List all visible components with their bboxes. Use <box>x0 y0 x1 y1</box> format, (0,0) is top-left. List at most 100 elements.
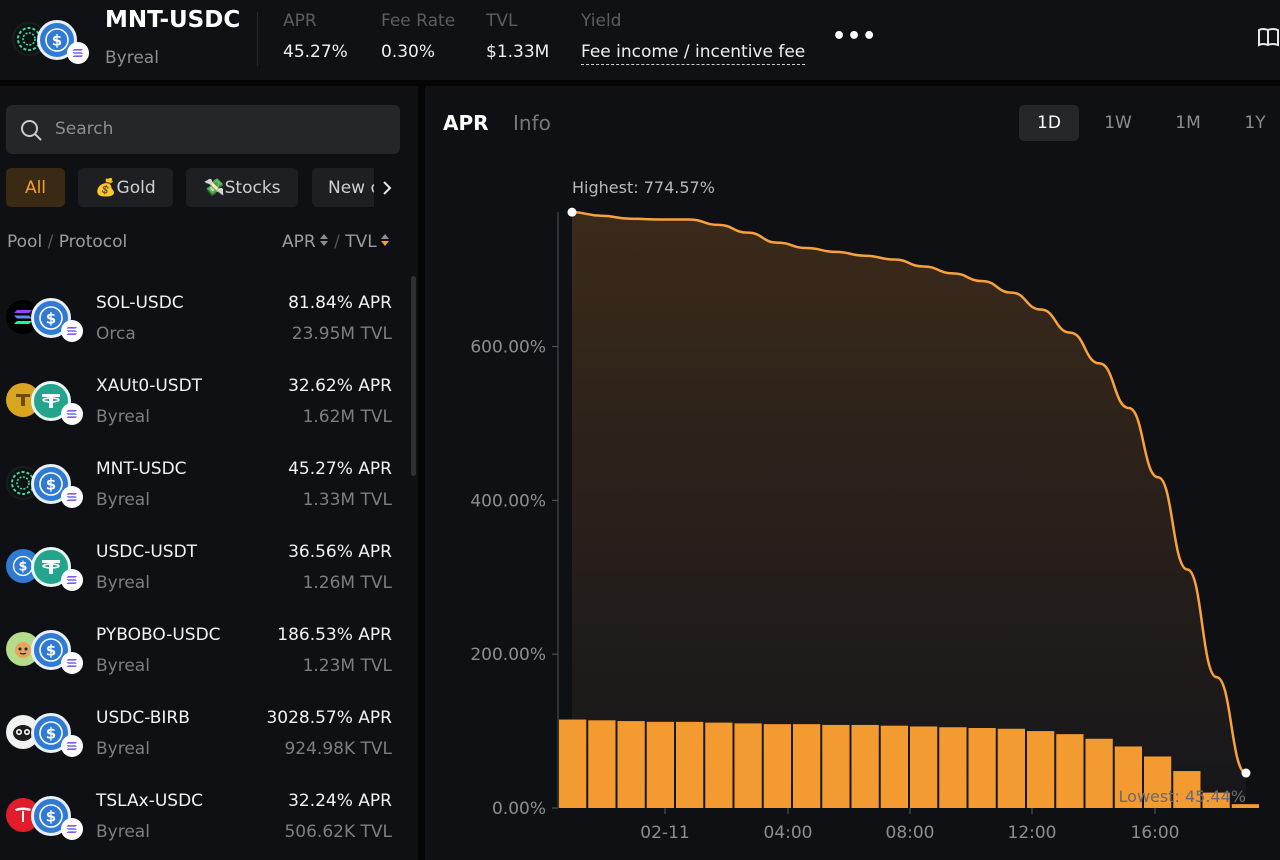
pool-logos: $ <box>6 713 86 757</box>
column-protocol[interactable]: Protocol <box>58 232 128 252</box>
yield-link[interactable]: Fee income / incentive fee <box>581 42 806 65</box>
apr-bar <box>851 724 879 808</box>
range-1m[interactable]: 1M <box>1175 113 1201 133</box>
pool-row-sol-usdc[interactable]: $ SOL-USDC Orca 81.84% APR 23.95M TVL <box>0 286 410 369</box>
yield-label: Yield <box>581 11 622 31</box>
svg-text:$: $ <box>19 560 28 575</box>
column-separator: / <box>47 232 54 252</box>
pool-name: MNT-USDC <box>96 459 187 479</box>
filter-gold[interactable]: 💰Gold <box>78 168 173 207</box>
pool-name: SOL-USDC <box>96 293 184 313</box>
apr-chart[interactable]: 0.00% 200.00% 400.00% 600.00% 02-11 04:00 08:… <box>425 86 1280 860</box>
pool-logos <box>6 381 86 425</box>
apr-line-path <box>571 210 1247 775</box>
apr-bar <box>1144 756 1172 808</box>
filter-stocks[interactable]: 💸Stocks <box>186 168 298 207</box>
svg-text:$: $ <box>46 808 56 826</box>
y-axis: 0.00% 200.00% 400.00% 600.00% <box>470 211 559 819</box>
solana-icon <box>61 486 83 508</box>
pool-logos: $ <box>6 298 86 342</box>
pool-row-usdc-usdt[interactable]: $ USDC-USDT Byreal 36.56% APR 1.26M TVL <box>0 535 410 618</box>
tab-info[interactable]: Info <box>513 111 551 135</box>
pool-row-tslax-usdc[interactable]: $ TSLAx-USDC Byreal 32.24% APR 506.62K T… <box>0 784 410 860</box>
pool-tvl: 1.23M TVL <box>302 656 392 676</box>
range-1d[interactable]: 1D <box>1019 105 1079 141</box>
pool-protocol: Byreal <box>96 490 150 510</box>
pool-row-usdc-birb[interactable]: $ USDC-BIRB Byreal 3028.57% APR 924.98K … <box>0 701 410 784</box>
apr-bar <box>1027 731 1055 808</box>
pool-name: XAUt0-USDT <box>96 376 203 396</box>
apr-line <box>567 207 1251 778</box>
x-tick-label: 16:00 <box>1131 823 1180 843</box>
apr-bar <box>968 728 996 808</box>
solana-icon <box>61 818 83 840</box>
more-icon[interactable]: ••• <box>832 24 878 49</box>
pool-protocol: Byreal <box>96 573 150 593</box>
svg-text:$: $ <box>46 642 56 660</box>
pool-name: USDC-USDT <box>96 542 198 562</box>
range-1w[interactable]: 1W <box>1104 113 1132 133</box>
apr-bar <box>617 721 645 808</box>
pair-logos: $ <box>12 20 92 64</box>
svg-text:$: $ <box>52 32 62 50</box>
x-tick-label: 04:00 <box>764 823 813 843</box>
pool-list-panel: Search All 💰Gold 💸Stocks New c Pool / Pr… <box>0 86 418 860</box>
solana-icon <box>61 320 83 342</box>
pool-tvl: 506.62K TVL <box>284 822 392 842</box>
pool-name: PYBOBO-USDC <box>96 625 221 645</box>
pool-apr: 3028.57% APR <box>266 708 392 728</box>
x-tick-label: 12:00 <box>1008 823 1057 843</box>
svg-text:$: $ <box>46 725 56 743</box>
apr-bar <box>588 720 616 808</box>
column-pool[interactable]: Pool <box>7 232 43 252</box>
pool-protocol: Byreal <box>96 407 150 427</box>
pool-protocol: Byreal <box>96 656 150 676</box>
tab-apr[interactable]: APR <box>443 111 489 135</box>
sort-tvl[interactable]: TVL <box>345 232 377 252</box>
tvl-label: TVL <box>486 11 518 31</box>
highest-label: Highest: 774.57% <box>572 178 715 197</box>
column-separator: / <box>334 232 340 252</box>
apr-bar <box>705 722 733 808</box>
pool-header: $ MNT-USDC Byreal APR 45.27% Fee Rate 0.… <box>0 0 1280 80</box>
pool-row-xaut0-usdt[interactable]: XAUt0-USDT Byreal 32.62% APR 1.62M TVL <box>0 369 410 452</box>
pool-list-scrollbar[interactable] <box>411 276 416 476</box>
apr-bar <box>763 724 791 808</box>
y-tick-label: 0.00% <box>492 799 546 819</box>
solana-icon <box>61 652 83 674</box>
y-tick-label: 200.00% <box>470 645 546 665</box>
tvl-value: $1.33M <box>486 42 550 62</box>
apr-bar <box>1085 738 1113 808</box>
header-divider <box>257 12 258 66</box>
apr-label: APR <box>283 11 317 31</box>
pool-logos: $ <box>6 464 86 508</box>
lowest-label: Lowest: 45.44% <box>1119 787 1246 806</box>
solana-icon <box>61 403 83 425</box>
pool-logos: $ <box>6 547 86 591</box>
chart-annotations: Highest: 774.57% Lowest: 45.44% <box>572 178 1246 806</box>
pool-apr: 186.53% APR <box>277 625 392 645</box>
search-placeholder: Search <box>55 119 114 139</box>
search-input[interactable]: Search <box>6 105 400 154</box>
chevron-right-icon[interactable] <box>374 168 400 207</box>
x-tick-label: 02-11 <box>640 823 689 843</box>
filter-all[interactable]: All <box>6 168 65 207</box>
sort-apr[interactable]: APR <box>282 232 316 252</box>
x-tick-label: 08:00 <box>886 823 935 843</box>
pool-row-mnt-usdc[interactable]: $ MNT-USDC Byreal 45.27% APR 1.33M TVL <box>0 452 410 535</box>
apr-bar <box>822 724 850 808</box>
sort-icon[interactable] <box>319 232 329 252</box>
pool-row-pybobo-usdc[interactable]: $ PYBOBO-USDC Byreal 186.53% APR 1.23M T… <box>0 618 410 701</box>
apr-bar <box>1231 804 1259 808</box>
apr-bar <box>939 727 967 808</box>
apr-bar <box>793 724 821 808</box>
fee-rate-label: Fee Rate <box>381 11 456 31</box>
y-tick-label: 600.00% <box>470 337 546 357</box>
column-header-pool: Pool / Protocol <box>7 232 127 252</box>
range-1y[interactable]: 1Y <box>1244 113 1266 133</box>
search-icon <box>20 119 42 141</box>
sort-icon[interactable] <box>380 232 390 252</box>
chart-panel: APR Info 1D 1W 1M 1Y 0.00% 200.00% 400.00%… <box>425 86 1280 860</box>
book-icon[interactable] <box>1256 26 1280 48</box>
x-axis: 02-11 04:00 08:00 12:00 16:00 <box>640 808 1180 843</box>
